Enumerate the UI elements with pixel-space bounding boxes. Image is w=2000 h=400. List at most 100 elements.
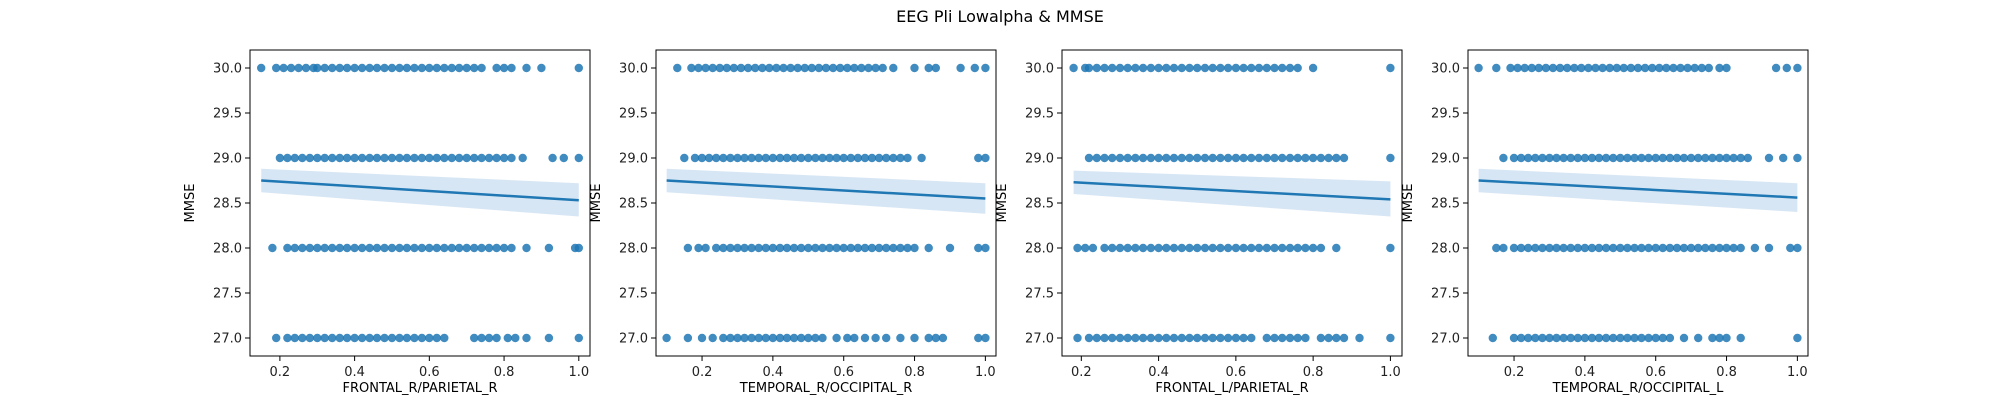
data-point bbox=[518, 153, 527, 163]
data-point bbox=[1612, 63, 1622, 73]
data-point bbox=[797, 243, 806, 253]
data-point bbox=[301, 63, 311, 73]
data-point bbox=[1509, 333, 1519, 343]
data-point bbox=[1131, 63, 1140, 73]
data-point bbox=[811, 243, 820, 253]
data-point bbox=[1231, 153, 1241, 163]
x-tick-label: 0.2 bbox=[1504, 365, 1525, 380]
data-point bbox=[1073, 243, 1082, 253]
data-point bbox=[462, 243, 471, 253]
data-point bbox=[1177, 243, 1187, 253]
y-tick-label: 28.5 bbox=[213, 197, 242, 212]
data-point bbox=[945, 243, 955, 253]
data-point bbox=[740, 243, 749, 253]
data-point bbox=[522, 243, 531, 253]
subplot-2: 0.2 0.4 0.6 0.8 1.0 27.0 27.5 28.0 28.5 29.0 29.5 3… bbox=[589, 49, 997, 396]
data-point bbox=[1386, 243, 1395, 253]
data-point bbox=[1591, 63, 1600, 73]
data-point bbox=[1580, 333, 1590, 343]
data-point bbox=[1729, 243, 1738, 253]
data-point bbox=[701, 243, 710, 253]
data-point bbox=[1715, 63, 1724, 73]
data-point bbox=[974, 153, 983, 163]
data-point bbox=[1651, 153, 1660, 163]
data-point bbox=[1355, 333, 1364, 343]
y-tick-label: 28.0 bbox=[1025, 242, 1054, 257]
data-point bbox=[1538, 153, 1547, 163]
data-point bbox=[1601, 153, 1611, 163]
data-point bbox=[1231, 63, 1241, 73]
y-tick-label: 29.5 bbox=[213, 107, 242, 122]
data-point bbox=[1200, 333, 1210, 343]
data-point bbox=[470, 243, 479, 253]
x-tick-label: 0.4 bbox=[1148, 365, 1169, 380]
data-point bbox=[350, 333, 359, 343]
data-point bbox=[726, 153, 735, 163]
data-point bbox=[1270, 153, 1279, 163]
y-tick-label: 29.5 bbox=[1431, 107, 1460, 122]
data-point bbox=[1531, 333, 1540, 343]
data-point bbox=[712, 153, 721, 163]
data-point bbox=[726, 243, 735, 253]
data-point bbox=[294, 63, 303, 73]
data-point bbox=[843, 333, 852, 343]
data-point bbox=[694, 63, 703, 73]
data-point bbox=[372, 333, 382, 343]
data-point bbox=[522, 63, 531, 73]
data-point bbox=[903, 243, 912, 253]
data-point bbox=[701, 63, 710, 73]
data-point bbox=[455, 243, 464, 253]
data-point bbox=[775, 153, 785, 163]
data-point bbox=[574, 243, 583, 253]
data-point bbox=[1285, 63, 1295, 73]
data-point bbox=[1247, 243, 1256, 253]
data-point bbox=[797, 153, 806, 163]
data-point bbox=[1559, 243, 1568, 253]
data-point bbox=[697, 153, 707, 163]
data-point bbox=[1316, 243, 1326, 253]
data-point bbox=[761, 333, 770, 343]
data-point bbox=[305, 333, 314, 343]
data-point bbox=[843, 63, 852, 73]
data-point bbox=[1216, 63, 1225, 73]
data-point bbox=[387, 153, 397, 163]
data-point bbox=[342, 153, 352, 163]
data-point bbox=[342, 333, 352, 343]
confidence-band bbox=[1478, 168, 1798, 212]
regression-line bbox=[261, 179, 579, 202]
data-point bbox=[544, 333, 554, 343]
data-point bbox=[1580, 153, 1590, 163]
x-tick-label: 0.8 bbox=[494, 365, 515, 380]
data-point bbox=[1131, 153, 1140, 163]
data-point bbox=[1623, 333, 1632, 343]
data-point bbox=[1651, 243, 1660, 253]
data-point bbox=[462, 153, 471, 163]
data-point bbox=[305, 153, 314, 163]
data-point bbox=[1239, 153, 1248, 163]
data-point bbox=[1637, 153, 1646, 163]
data-point bbox=[1084, 153, 1094, 163]
y-tick-label: 30.0 bbox=[619, 62, 648, 77]
data-point bbox=[522, 333, 531, 343]
y-tick-label: 28.5 bbox=[619, 197, 648, 212]
data-point bbox=[896, 243, 905, 253]
y-tick-label: 28.0 bbox=[213, 242, 242, 257]
data-point bbox=[1566, 153, 1575, 163]
data-point bbox=[1100, 243, 1109, 253]
data-point bbox=[1793, 333, 1802, 343]
data-point bbox=[1736, 153, 1745, 163]
data-point bbox=[1694, 243, 1703, 253]
data-point bbox=[1123, 333, 1132, 343]
data-point bbox=[1506, 63, 1515, 73]
data-point bbox=[747, 333, 756, 343]
data-point bbox=[1239, 243, 1248, 253]
data-point bbox=[1154, 243, 1163, 253]
data-point bbox=[1708, 243, 1717, 253]
data-point bbox=[1559, 333, 1568, 343]
data-point bbox=[1185, 153, 1194, 163]
data-point bbox=[903, 153, 912, 163]
regression-line bbox=[666, 179, 986, 200]
data-point bbox=[1115, 63, 1125, 73]
data-point bbox=[357, 63, 367, 73]
data-point bbox=[736, 63, 746, 73]
